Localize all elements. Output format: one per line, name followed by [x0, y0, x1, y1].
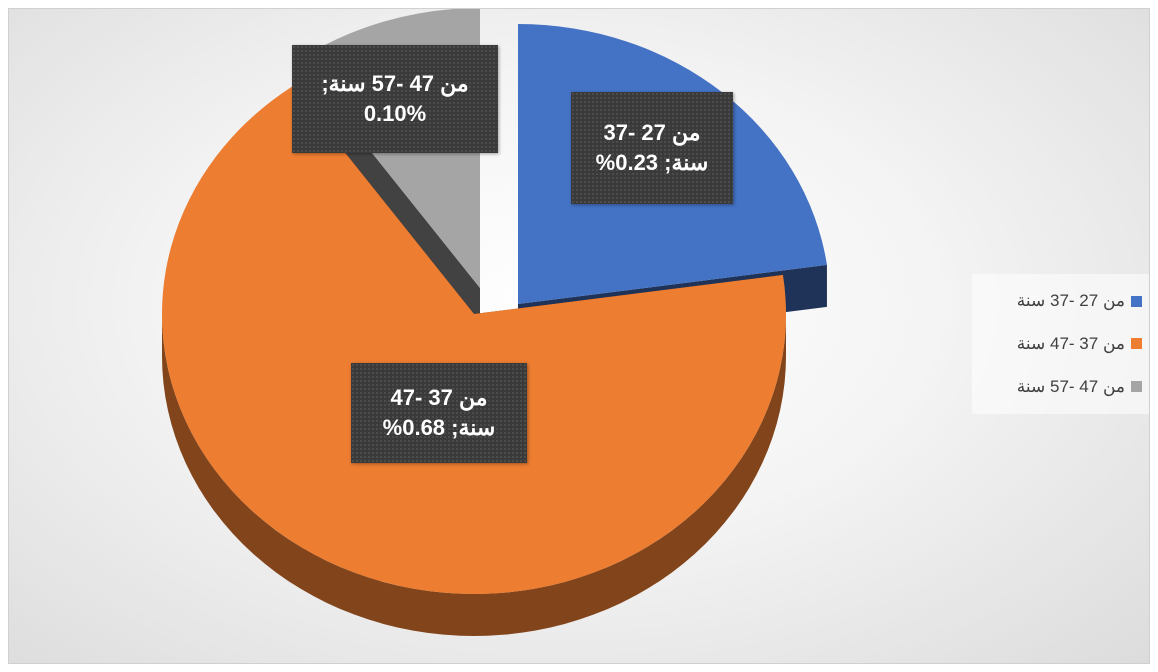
legend-label: من 27 -37 سنة: [1016, 291, 1125, 311]
data-label-line: من 37 -47: [390, 385, 488, 410]
data-label-line: سنة; 0.68%: [382, 415, 496, 440]
pie-slice-1: [162, 86, 787, 594]
legend-entry: من 27 -37 سنة: [980, 291, 1142, 311]
data-label-47-57: من 47 -57 سنة; 0.10%: [292, 45, 498, 153]
data-label-line: سنة; 0.23%: [595, 150, 709, 175]
legend-entry: من 37 -47 سنة: [980, 334, 1142, 354]
chart-area: من 27 -37 سنة; 0.23% من 37 -47 سنة; 0.68…: [8, 8, 1150, 664]
legend: من 27 -37 سنة من 37 -47 سنة من 47 -57 سن…: [972, 274, 1149, 414]
legend-label: من 37 -47 سنة: [1016, 333, 1125, 353]
legend-label: من 47 -57 سنة: [1016, 376, 1125, 396]
data-label-27-37: من 27 -37 سنة; 0.23%: [571, 92, 733, 204]
data-label-line: من 47 -57 سنة;: [321, 71, 469, 96]
legend-swatch: [1131, 338, 1142, 350]
data-label-37-47: من 37 -47 سنة; 0.68%: [351, 363, 527, 463]
data-label-line: 0.10%: [363, 101, 427, 126]
legend-entry: من 47 -57 سنة: [980, 377, 1142, 397]
legend-swatch: [1131, 295, 1142, 307]
data-label-line: من 27 -37: [603, 120, 701, 145]
legend-swatch: [1131, 381, 1142, 393]
